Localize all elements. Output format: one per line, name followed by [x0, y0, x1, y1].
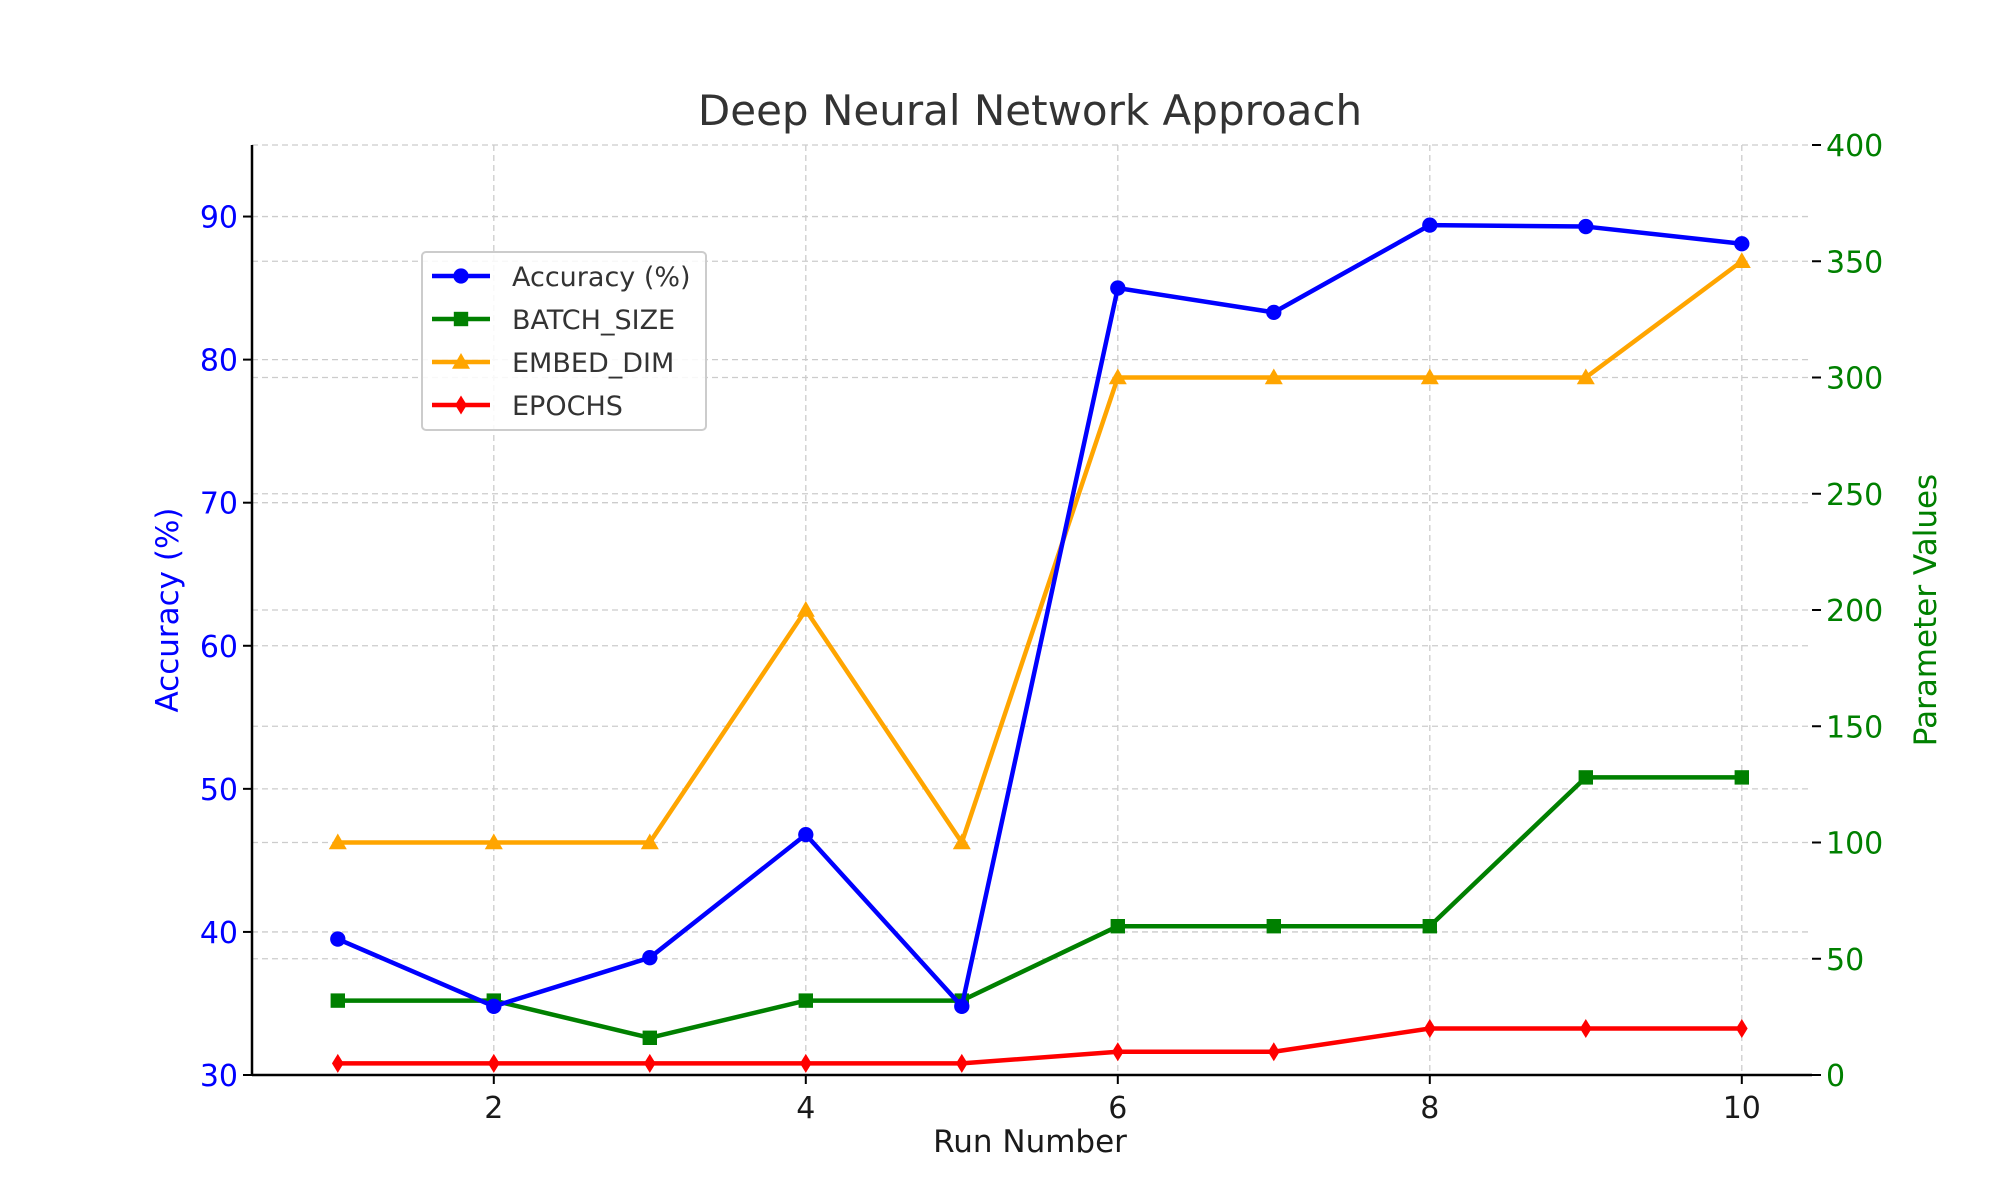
data-point: [331, 1053, 344, 1073]
data-point: [954, 998, 970, 1014]
data-point: [1576, 368, 1595, 385]
data-point: [487, 1053, 500, 1073]
data-point: [484, 833, 503, 850]
legend-swatch-marker: [453, 311, 469, 327]
y-left-tick-label: 90: [200, 201, 238, 236]
legend-item: Accuracy (%): [432, 262, 691, 293]
data-point: [1734, 236, 1750, 252]
series-batch-size: [330, 770, 1749, 1045]
data-point: [640, 833, 659, 850]
data-point: [1266, 919, 1281, 934]
data-point: [330, 993, 345, 1008]
data-point: [1422, 919, 1437, 934]
data-point: [798, 993, 813, 1008]
data-point: [1734, 770, 1749, 785]
axes-layer: 2 4 6 8 10 30 40 50 60 70 80 90 0 50 100 150 200 250 300 35…: [200, 129, 1883, 1126]
data-point: [330, 931, 346, 947]
y-right-tick-label: 100: [1826, 827, 1883, 862]
legend-item: EPOCHS: [432, 391, 623, 422]
legend: Accuracy (%) BATCH_SIZE EMBED_DIM EPOCHS: [421, 251, 707, 431]
x-tick-label: 2: [484, 1091, 503, 1126]
legend-swatch-marker: [452, 353, 470, 369]
data-point: [642, 1030, 657, 1045]
legend-item: EMBED_DIM: [432, 348, 674, 379]
data-point: [1735, 1019, 1748, 1038]
data-point: [1579, 1019, 1592, 1038]
y-axis-right-title: Parameter Values: [1908, 474, 1944, 746]
x-tick-label: 6: [1108, 1091, 1127, 1126]
y-right-tick-label: 350: [1826, 245, 1883, 280]
legend-item: BATCH_SIZE: [432, 305, 675, 336]
legend-swatch-marker: [453, 268, 469, 284]
y-left-tick-label: 30: [200, 1059, 238, 1094]
y-right-tick-label: 250: [1826, 478, 1883, 513]
x-tick-label: 10: [1723, 1091, 1761, 1126]
series-line: [337, 259, 1744, 845]
y-left-tick-label: 40: [200, 916, 238, 951]
data-point: [955, 1053, 968, 1073]
data-point: [643, 1053, 656, 1073]
y-right-tick-label: 400: [1826, 129, 1883, 164]
data-point: [1578, 218, 1594, 235]
data-point: [1578, 770, 1593, 785]
legend-label: EPOCHS: [512, 391, 623, 422]
data-point: [1110, 280, 1126, 296]
y-right-tick-label: 0: [1826, 1059, 1845, 1094]
y-left-tick-label: 80: [200, 344, 238, 379]
data-point: [1422, 217, 1438, 233]
data-point: [1110, 919, 1125, 934]
series-layer: [328, 217, 1751, 1073]
x-axis-title: Run Number: [933, 1124, 1127, 1160]
data-point: [952, 833, 971, 850]
series-accuracy: [330, 217, 1750, 1014]
legend-label: EMBED_DIM: [512, 348, 674, 379]
y-right-tick-label: 150: [1826, 710, 1883, 745]
y-axis-left-title: Accuracy (%): [150, 507, 186, 712]
legend-label: BATCH_SIZE: [512, 305, 675, 336]
data-point: [1111, 1042, 1124, 1062]
series-line: [336, 222, 1743, 1009]
y-left-tick-label: 70: [200, 487, 238, 522]
y-right-tick-label: 50: [1826, 943, 1864, 978]
data-point: [796, 601, 815, 617]
series-embed-dim: [328, 252, 1751, 850]
data-point: [1264, 368, 1283, 385]
x-tick-label: 4: [796, 1091, 815, 1126]
data-point: [1108, 368, 1127, 385]
data-point: [328, 833, 347, 850]
series-line: [337, 1026, 1742, 1066]
data-point: [1732, 252, 1751, 268]
y-right-tick-label: 200: [1826, 594, 1883, 629]
y-left-tick-label: 60: [200, 630, 238, 665]
data-point: [798, 826, 814, 843]
data-point: [486, 998, 502, 1014]
legend-swatch-marker: [455, 395, 467, 415]
y-right-tick-label: 300: [1826, 362, 1883, 397]
y-left-tick-label: 50: [200, 773, 238, 808]
data-point: [1266, 304, 1282, 321]
series-epochs: [331, 1019, 1748, 1073]
legend-label: Accuracy (%): [512, 262, 691, 293]
series-line: [337, 775, 1742, 1041]
data-point: [642, 950, 658, 966]
x-tick-label: 8: [1420, 1091, 1439, 1126]
data-point: [1267, 1042, 1280, 1062]
data-point: [799, 1053, 812, 1073]
legend-frame: [421, 251, 707, 431]
chart-title: Deep Neural Network Approach: [698, 86, 1362, 135]
data-point: [1423, 1019, 1436, 1038]
data-point: [1420, 368, 1439, 385]
